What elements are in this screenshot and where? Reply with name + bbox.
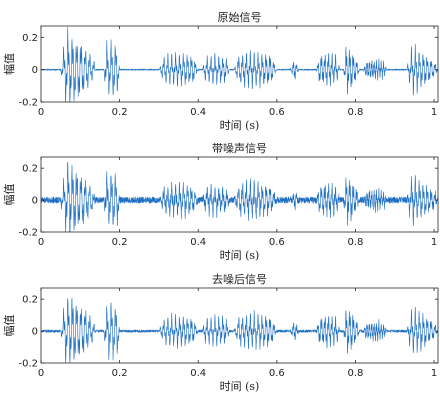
x-tick-label: 1: [431, 107, 437, 118]
x-tick-label: 0.6: [269, 237, 285, 248]
y-tick-label: 0: [32, 327, 38, 338]
x-tick-label: 0.6: [269, 368, 285, 379]
x-axis-label: 时间 (s): [220, 119, 260, 132]
plot-title: 原始信号: [218, 10, 262, 24]
x-tick-label: 0.8: [348, 107, 364, 118]
x-tick-label: 0.6: [269, 107, 285, 118]
axes-frame: [40, 156, 439, 233]
y-tick-label: 0: [32, 65, 38, 76]
x-axis-label: 时间 (s): [220, 249, 260, 262]
y-tick-label: -0.2: [18, 98, 38, 109]
y-tick-label: 0.2: [22, 164, 38, 175]
y-tick-label: 0.2: [22, 33, 38, 44]
signal-line-1: [41, 26, 438, 102]
x-tick-label: 0: [38, 107, 44, 118]
x-tick-label: 1: [431, 237, 437, 248]
y-tick-label: -0.2: [18, 359, 38, 370]
x-tick-label: 0.2: [112, 368, 128, 379]
signal-line-3: [41, 297, 438, 363]
x-tick-label: 0.8: [348, 237, 364, 248]
x-tick-label: 0.4: [190, 107, 206, 118]
x-tick-label: 0: [38, 237, 44, 248]
y-tick-label: -0.2: [18, 228, 38, 239]
y-axis-label: 幅值: [3, 53, 16, 75]
y-axis-label: 幅值: [3, 315, 16, 337]
x-tick-label: 0.2: [112, 237, 128, 248]
x-tick-label: 1: [431, 368, 437, 379]
x-tick-label: 0.8: [348, 368, 364, 379]
y-tick-label: 0: [32, 196, 38, 207]
x-axis-label: 时间 (s): [220, 380, 260, 393]
x-tick-label: 0.4: [190, 237, 206, 248]
axes-frame: [40, 25, 439, 103]
x-tick-label: 0: [38, 368, 44, 379]
signal-line-2: [41, 161, 438, 232]
plot-title: 带噪声信号: [212, 141, 267, 155]
y-tick-label: 0.2: [22, 295, 38, 306]
x-tick-label: 0.2: [112, 107, 128, 118]
plot-title: 去噪后信号: [212, 273, 267, 286]
axes-frame: [40, 287, 439, 364]
x-tick-label: 0.4: [190, 368, 206, 379]
y-axis-label: 幅值: [3, 184, 16, 206]
